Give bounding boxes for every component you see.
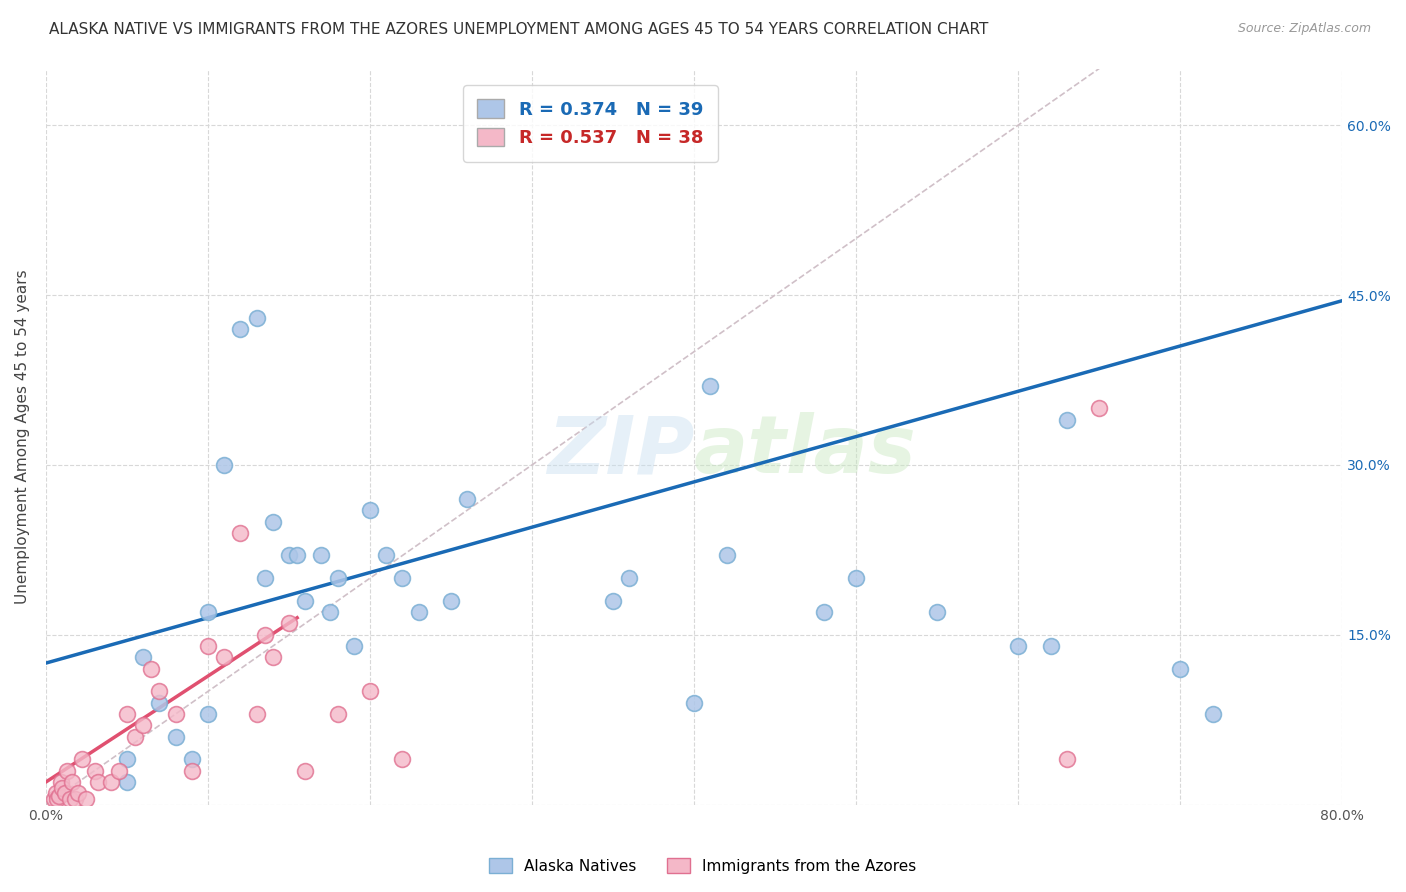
Point	[197, 706, 219, 721]
Point	[375, 549, 398, 563]
Text: ALASKA NATIVE VS IMMIGRANTS FROM THE AZORES UNEMPLOYMENT AMONG AGES 45 TO 54 YEA: ALASKA NATIVE VS IMMIGRANTS FROM THE AZO…	[49, 22, 988, 37]
Point	[253, 628, 276, 642]
Point	[229, 322, 252, 336]
Point	[212, 650, 235, 665]
Point	[1007, 639, 1029, 653]
Point	[716, 549, 738, 563]
Point	[63, 792, 86, 806]
Point	[141, 662, 163, 676]
Point	[699, 378, 721, 392]
Point	[1056, 752, 1078, 766]
Point	[619, 571, 641, 585]
Point	[67, 786, 90, 800]
Legend: R = 0.374   N = 39, R = 0.537   N = 38: R = 0.374 N = 39, R = 0.537 N = 38	[463, 85, 718, 161]
Point	[311, 549, 333, 563]
Point	[343, 639, 366, 653]
Text: Source: ZipAtlas.com: Source: ZipAtlas.com	[1237, 22, 1371, 36]
Point	[391, 571, 413, 585]
Point	[165, 706, 187, 721]
Point	[197, 639, 219, 653]
Point	[1201, 706, 1223, 721]
Y-axis label: Unemployment Among Ages 45 to 54 years: Unemployment Among Ages 45 to 54 years	[15, 269, 30, 604]
Point	[408, 605, 430, 619]
Point	[683, 696, 706, 710]
Text: ZIP: ZIP	[547, 412, 695, 491]
Point	[262, 650, 284, 665]
Point	[262, 515, 284, 529]
Point	[294, 764, 316, 778]
Point	[359, 684, 381, 698]
Point	[229, 525, 252, 540]
Point	[326, 706, 349, 721]
Point	[48, 789, 70, 803]
Point	[197, 605, 219, 619]
Point	[456, 491, 478, 506]
Point	[1088, 401, 1111, 416]
Point	[49, 775, 72, 789]
Point	[115, 775, 138, 789]
Point	[440, 594, 463, 608]
Legend: Alaska Natives, Immigrants from the Azores: Alaska Natives, Immigrants from the Azor…	[484, 852, 922, 880]
Point	[46, 792, 69, 806]
Point	[70, 752, 93, 766]
Point	[246, 310, 269, 325]
Point	[115, 752, 138, 766]
Point	[60, 775, 83, 789]
Point	[51, 780, 73, 795]
Point	[326, 571, 349, 585]
Point	[285, 549, 308, 563]
Point	[927, 605, 949, 619]
Point	[148, 684, 170, 698]
Point	[108, 764, 131, 778]
Point	[180, 752, 202, 766]
Point	[100, 775, 122, 789]
Point	[76, 792, 98, 806]
Point	[132, 718, 155, 732]
Point	[180, 764, 202, 778]
Point	[115, 706, 138, 721]
Point	[42, 792, 65, 806]
Point	[253, 571, 276, 585]
Point	[165, 730, 187, 744]
Point	[278, 616, 301, 631]
Point	[359, 503, 381, 517]
Point	[148, 696, 170, 710]
Text: atlas: atlas	[695, 412, 917, 491]
Point	[1039, 639, 1062, 653]
Point	[602, 594, 624, 608]
Point	[55, 786, 77, 800]
Point	[45, 786, 67, 800]
Point	[246, 706, 269, 721]
Point	[845, 571, 868, 585]
Point	[87, 775, 110, 789]
Point	[813, 605, 835, 619]
Point	[59, 792, 82, 806]
Point	[132, 650, 155, 665]
Point	[212, 458, 235, 472]
Point	[83, 764, 105, 778]
Point	[278, 549, 301, 563]
Point	[1056, 412, 1078, 426]
Point	[124, 730, 146, 744]
Point	[56, 764, 79, 778]
Point	[318, 605, 340, 619]
Point	[294, 594, 316, 608]
Point	[391, 752, 413, 766]
Point	[1168, 662, 1191, 676]
